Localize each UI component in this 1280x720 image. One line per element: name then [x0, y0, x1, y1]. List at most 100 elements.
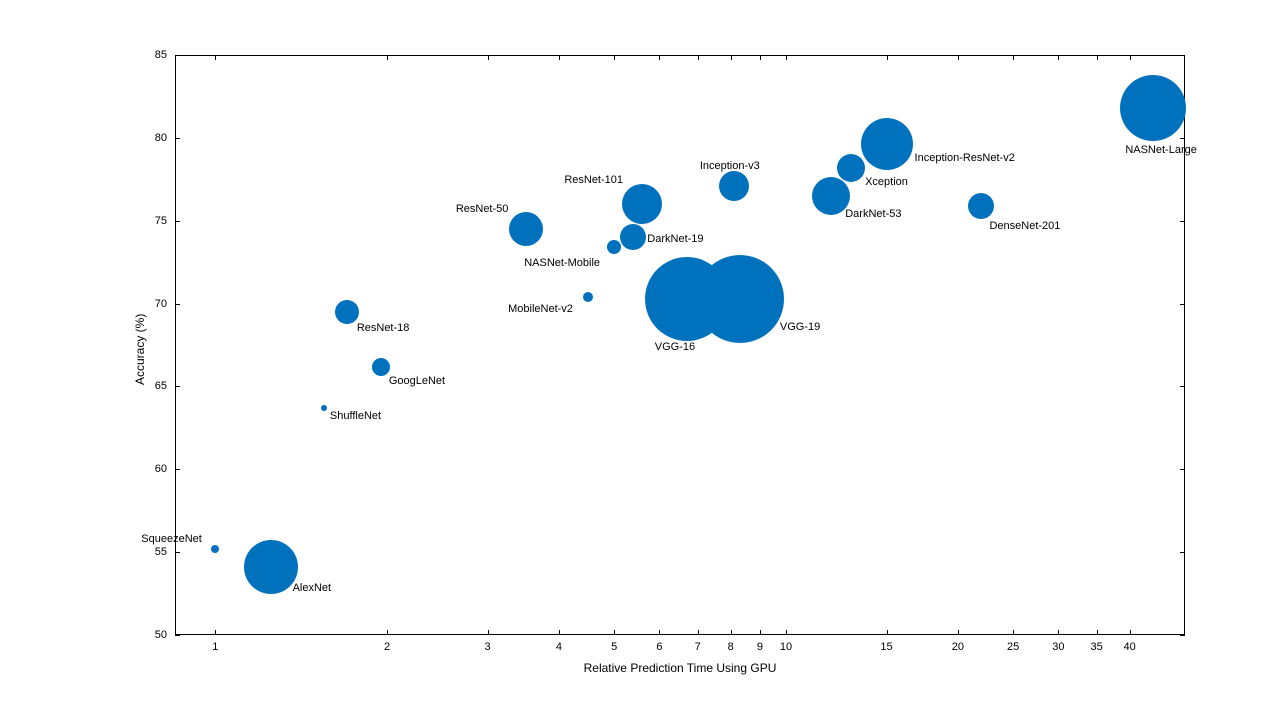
data-label: AlexNet: [293, 582, 332, 594]
data-label: ShuffleNet: [330, 410, 381, 422]
x-tick-mark: [614, 55, 615, 60]
x-tick-label: 3: [485, 641, 491, 653]
data-bubble: [211, 545, 219, 553]
x-tick-mark: [1058, 55, 1059, 60]
y-tick-label: 60: [155, 463, 167, 475]
y-tick-label: 80: [155, 132, 167, 144]
y-tick-mark: [1180, 304, 1185, 305]
x-tick-mark: [698, 630, 699, 635]
data-bubble: [968, 193, 994, 219]
y-tick-mark: [1180, 386, 1185, 387]
x-tick-label: 25: [1007, 641, 1019, 653]
y-tick-mark: [175, 304, 180, 305]
data-label: SqueezeNet: [141, 533, 202, 545]
x-tick-mark: [387, 55, 388, 60]
data-bubble: [1120, 75, 1186, 141]
x-tick-mark: [786, 55, 787, 60]
data-bubble: [607, 240, 621, 254]
x-tick-mark: [559, 55, 560, 60]
y-tick-mark: [175, 469, 180, 470]
data-label: DenseNet-201: [989, 220, 1060, 232]
x-tick-label: 2: [384, 641, 390, 653]
x-tick-mark: [215, 55, 216, 60]
data-label: ResNet-50: [456, 203, 509, 215]
data-bubble: [321, 405, 327, 411]
data-bubble: [696, 255, 784, 343]
y-tick-mark: [175, 552, 180, 553]
x-tick-label: 8: [728, 641, 734, 653]
x-tick-mark: [731, 55, 732, 60]
data-bubble: [583, 292, 593, 302]
data-label: VGG-16: [655, 341, 695, 353]
data-bubble: [335, 300, 359, 324]
y-tick-label: 50: [155, 629, 167, 641]
x-tick-mark: [1130, 630, 1131, 635]
x-axis-label: Relative Prediction Time Using GPU: [584, 661, 777, 675]
x-tick-label: 30: [1052, 641, 1064, 653]
x-tick-mark: [887, 630, 888, 635]
data-label: Xception: [865, 176, 908, 188]
x-tick-label: 10: [780, 641, 792, 653]
y-tick-label: 85: [155, 49, 167, 61]
data-bubble: [861, 118, 913, 170]
data-label: MobileNet-v2: [508, 303, 573, 315]
data-bubble: [620, 224, 646, 250]
data-label: NASNet-Large: [1125, 144, 1197, 156]
data-bubble: [837, 154, 865, 182]
data-bubble: [622, 184, 662, 224]
x-tick-mark: [698, 55, 699, 60]
data-label: ResNet-101: [564, 174, 623, 186]
x-tick-label: 5: [611, 641, 617, 653]
x-tick-mark: [1058, 630, 1059, 635]
y-tick-mark: [175, 635, 180, 636]
data-label: DarkNet-53: [845, 208, 901, 220]
data-label: Inception-v3: [700, 160, 760, 172]
x-tick-label: 40: [1124, 641, 1136, 653]
x-tick-label: 4: [556, 641, 562, 653]
x-tick-mark: [1013, 55, 1014, 60]
x-tick-mark: [215, 630, 216, 635]
x-tick-label: 20: [952, 641, 964, 653]
y-tick-mark: [175, 221, 180, 222]
x-tick-mark: [1097, 55, 1098, 60]
x-tick-label: 7: [695, 641, 701, 653]
data-label: Inception-ResNet-v2: [915, 152, 1015, 164]
x-tick-mark: [887, 55, 888, 60]
x-tick-label: 6: [656, 641, 662, 653]
data-bubble: [719, 171, 749, 201]
y-tick-mark: [1180, 221, 1185, 222]
x-tick-mark: [1097, 630, 1098, 635]
x-tick-mark: [760, 55, 761, 60]
x-tick-mark: [760, 630, 761, 635]
x-tick-mark: [614, 630, 615, 635]
x-tick-mark: [659, 630, 660, 635]
y-tick-mark: [175, 55, 180, 56]
x-tick-mark: [387, 630, 388, 635]
data-bubble: [372, 358, 390, 376]
data-label: NASNet-Mobile: [524, 257, 600, 269]
x-tick-mark: [958, 630, 959, 635]
data-bubble: [244, 540, 298, 594]
x-tick-label: 35: [1090, 641, 1102, 653]
x-tick-mark: [958, 55, 959, 60]
x-tick-label: 1: [212, 641, 218, 653]
x-tick-label: 15: [880, 641, 892, 653]
x-tick-label: 9: [757, 641, 763, 653]
x-tick-mark: [731, 630, 732, 635]
data-label: VGG-19: [780, 321, 820, 333]
x-tick-mark: [1130, 55, 1131, 60]
y-tick-mark: [1180, 138, 1185, 139]
y-tick-mark: [1180, 552, 1185, 553]
x-tick-mark: [488, 55, 489, 60]
y-tick-label: 55: [155, 546, 167, 558]
data-bubble: [509, 212, 543, 246]
y-tick-label: 70: [155, 298, 167, 310]
y-tick-mark: [1180, 469, 1185, 470]
y-tick-mark: [175, 386, 180, 387]
bubble-chart: 123456789101520253035405055606570758085R…: [0, 0, 1280, 720]
y-tick-mark: [175, 138, 180, 139]
y-axis-label: Accuracy (%): [133, 314, 147, 385]
data-label: DarkNet-19: [647, 233, 703, 245]
data-label: ResNet-18: [357, 322, 410, 334]
y-tick-label: 75: [155, 215, 167, 227]
